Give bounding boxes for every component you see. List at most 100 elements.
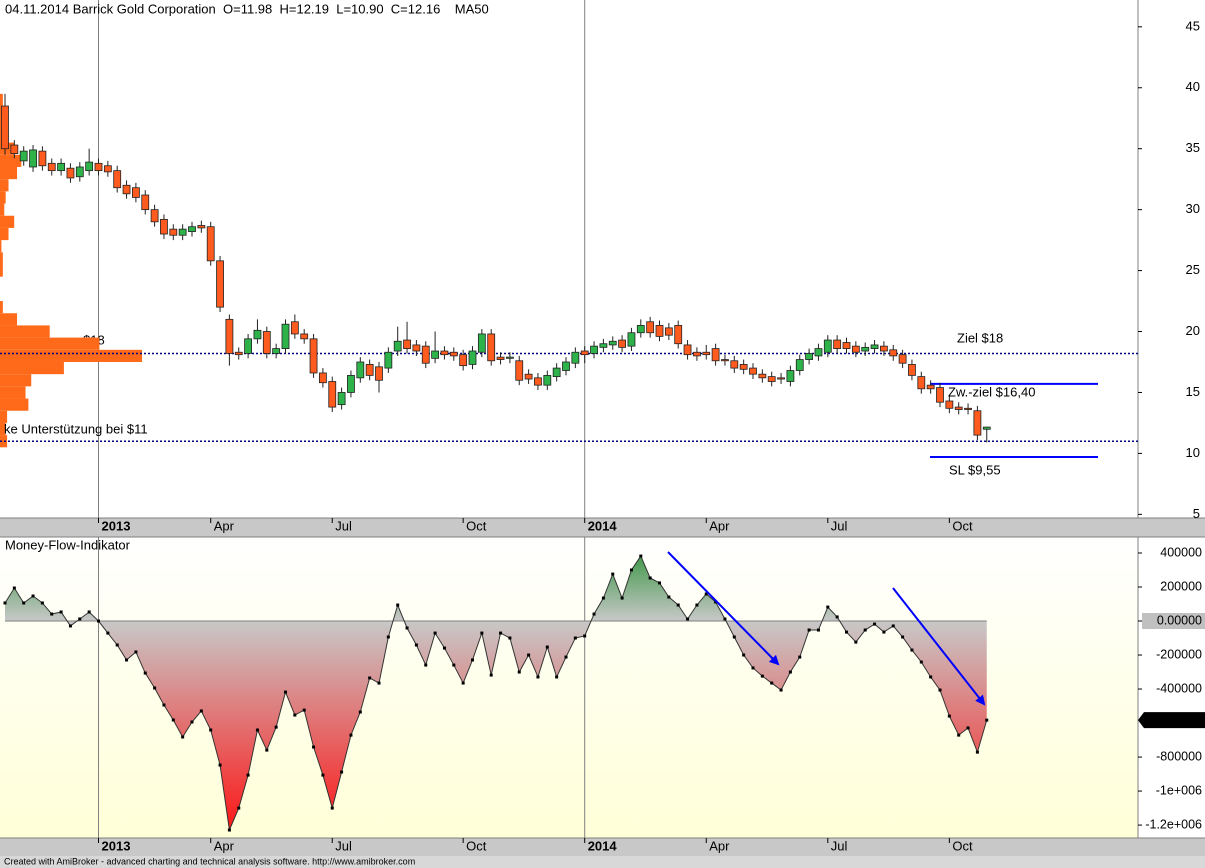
x-tick-label: Apr (214, 838, 235, 853)
money-flow-point (760, 674, 764, 678)
money-flow-point (433, 631, 437, 635)
candle-body (477, 333, 486, 353)
money-flow-point (284, 690, 287, 694)
volume-profile-bar (0, 240, 2, 253)
money-flow-point (798, 655, 802, 659)
money-flow-point (386, 635, 390, 639)
money-flow-point (377, 681, 381, 685)
money-flow-point (87, 610, 91, 614)
x-tick-label: 2014 (588, 518, 618, 533)
status-bar (0, 856, 1205, 868)
candle-body (590, 345, 598, 354)
candle-body (449, 351, 458, 357)
chart-title: 04.11.2014 Barrick Gold Corporation O=11… (5, 1, 489, 16)
x-tick-label: Apr (214, 518, 235, 533)
candle-body (103, 165, 112, 173)
candle-body (580, 350, 589, 356)
candle-body (38, 150, 47, 167)
y-tick-label: -200000 (1156, 647, 1202, 661)
money-flow-point (545, 645, 549, 649)
money-flow-point (181, 735, 185, 739)
last-value-box (1138, 712, 1205, 729)
money-flow-point (947, 714, 951, 718)
money-flow-point (97, 619, 100, 623)
annotation: Ziel $18 (957, 330, 1003, 345)
money-flow-point (695, 603, 699, 607)
money-flow-point (919, 660, 923, 664)
candle-body (328, 381, 337, 408)
money-flow-point (629, 568, 633, 572)
candle-body (936, 387, 944, 403)
money-flow-point (171, 718, 175, 722)
money-flow-point (218, 763, 222, 767)
candle-body (767, 376, 776, 382)
candle-body (889, 349, 898, 357)
candle-body (178, 228, 187, 236)
volume-profile-bar (0, 337, 100, 350)
candle-body (917, 376, 926, 390)
money-flow-point (3, 601, 7, 605)
money-flow-point (340, 770, 344, 774)
money-flow-point (40, 601, 44, 605)
volume-profile-bar (0, 264, 3, 277)
annotation: SL $9,55 (949, 462, 1001, 477)
candle-body (131, 187, 140, 198)
money-flow-point (704, 592, 708, 596)
candle-body (524, 373, 533, 380)
candle-body (954, 406, 963, 410)
candle-body (562, 361, 570, 371)
volume-profile-bar (0, 422, 6, 436)
candle-body (833, 339, 842, 349)
candle-body (674, 325, 683, 345)
trend-arrow (892, 587, 986, 706)
candle-body (758, 373, 767, 379)
candle-body (206, 226, 215, 262)
candle-body (468, 350, 477, 365)
x-tick-label: 2013 (102, 518, 131, 533)
y-tick-label: 45 (1186, 18, 1200, 33)
money-flow-point (807, 628, 811, 632)
money-flow-point (125, 658, 129, 662)
x-tick-label: Oct (952, 518, 973, 533)
money-flow-point (845, 630, 848, 634)
y-tick-label: -800000 (1156, 749, 1202, 763)
money-flow-point (321, 773, 325, 777)
money-flow-point (779, 688, 783, 692)
candle-body (281, 323, 290, 349)
money-flow-point (975, 750, 979, 754)
money-flow-point (405, 626, 409, 630)
candle-body (94, 162, 103, 172)
date-band (0, 518, 1205, 537)
candle-body (534, 377, 542, 386)
volume-profile-bar (0, 93, 3, 107)
money-flow-point (293, 713, 297, 717)
y-tick-label: 200000 (1160, 579, 1202, 593)
money-flow-point (237, 806, 241, 810)
money-flow-point (50, 612, 54, 616)
money-flow-point (527, 653, 531, 657)
volume-profile-bar (0, 166, 18, 180)
candle-body (225, 318, 234, 354)
candle-body (318, 372, 327, 384)
money-flow-point (255, 728, 259, 732)
money-flow-point (12, 586, 16, 590)
money-flow-point (873, 622, 877, 626)
candle-body (19, 150, 28, 162)
candle-body (702, 351, 711, 356)
money-flow-point (751, 666, 755, 670)
candle-body (122, 184, 131, 195)
candle-body (85, 161, 94, 172)
candle-body (655, 325, 664, 337)
volume-profile-bar (0, 252, 3, 265)
volume-profile-bar (0, 361, 64, 375)
candle-body (337, 392, 346, 406)
candle-body (272, 348, 281, 354)
candle-body (431, 350, 440, 359)
candle-body (926, 384, 935, 390)
candle-body (515, 360, 524, 381)
volume-profile-bar (0, 313, 18, 326)
candle-body (646, 321, 655, 334)
money-flow-point (611, 572, 615, 576)
y-tick-label: 0.00000 (1157, 613, 1202, 627)
money-flow-point (732, 635, 736, 639)
